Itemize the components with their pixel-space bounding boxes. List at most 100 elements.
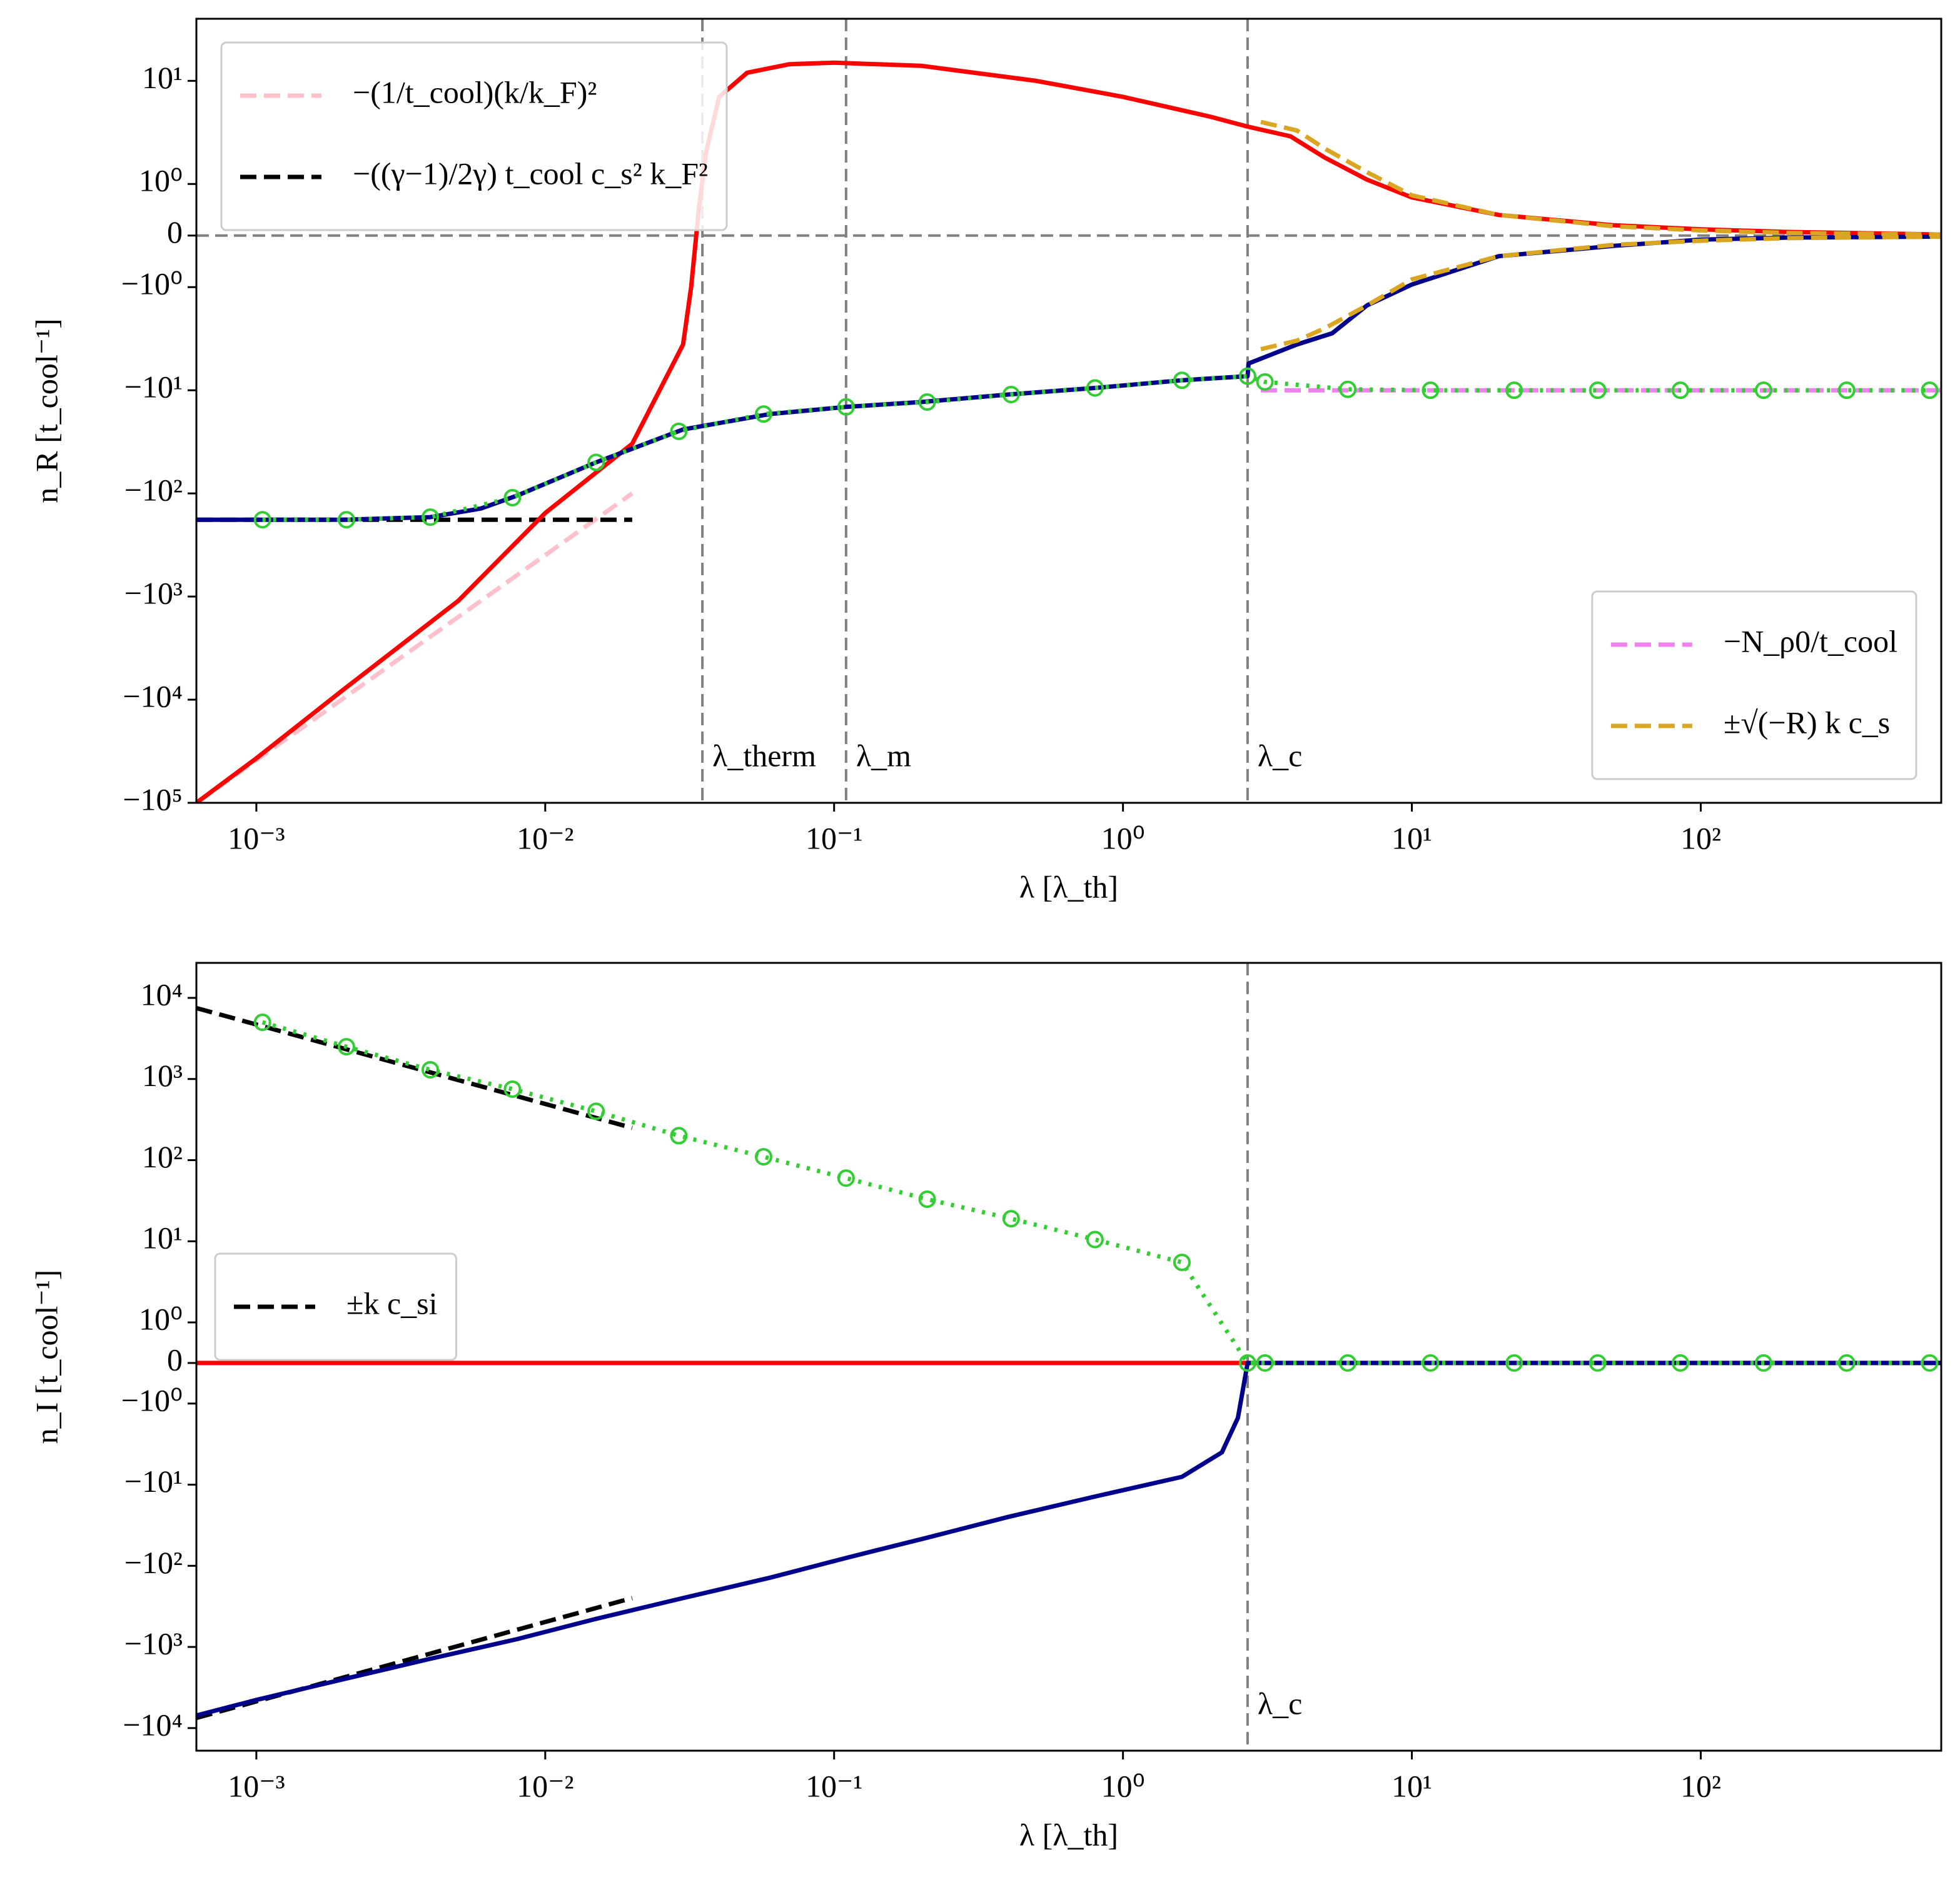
marker [1837, 381, 1856, 400]
y-tick-label: 0 [167, 1342, 183, 1377]
x-tick-label: 10¹ [1392, 1768, 1432, 1803]
marker [337, 511, 355, 529]
legend-label: −N_ρ0/t_cool [1724, 623, 1897, 658]
marker [1256, 1354, 1274, 1372]
x-tick-label: 10⁻³ [228, 820, 285, 855]
marker [1671, 381, 1689, 400]
v-line-label: λ_m [856, 738, 911, 773]
marker [421, 508, 439, 526]
x-tick-label: 10⁻¹ [806, 820, 862, 855]
x-tick-label: 10⁻² [517, 1768, 573, 1803]
y-tick-label: −10² [124, 1545, 183, 1580]
marker [1173, 371, 1191, 390]
marker [421, 1060, 439, 1079]
marker [1505, 1354, 1523, 1372]
y-tick-label: 10⁴ [141, 977, 183, 1012]
axes-frame [195, 962, 1942, 1752]
x-axis-label: λ [λ_th] [1019, 1817, 1118, 1852]
marker [1002, 1210, 1020, 1228]
y-tick-label: −10⁰ [121, 266, 183, 301]
marker [1422, 381, 1440, 400]
plot-area [196, 19, 1941, 803]
marker [1589, 1354, 1607, 1372]
marker [1589, 381, 1607, 400]
y-tick-label: −10³ [124, 1626, 183, 1661]
x-tick-label: 10¹ [1392, 820, 1432, 855]
y-tick-label: −10³ [124, 576, 183, 611]
series-line [196, 1361, 1941, 1718]
series-line [1260, 119, 1941, 237]
axes-frame [195, 18, 1942, 804]
marker [587, 1102, 605, 1120]
x-tick-label: 10⁻² [517, 820, 573, 855]
series-line [196, 1005, 633, 1130]
legend: ±k c_si [214, 1252, 457, 1361]
x-tick-label: 10² [1680, 820, 1721, 855]
y-tick-label: 10¹ [142, 1220, 183, 1255]
marker [1671, 1354, 1689, 1372]
marker [587, 453, 605, 471]
series-line [262, 374, 1930, 522]
legend-label: −((γ−1)/2γ) t_cool c_s² k_F² [353, 156, 708, 191]
plot-area [196, 963, 1941, 1751]
series-line [196, 491, 634, 803]
marker [918, 1190, 936, 1208]
y-axis-label: n_R [t_cool⁻¹] [29, 318, 64, 503]
x-tick-label: 10⁰ [1101, 820, 1145, 855]
marker [503, 488, 522, 506]
marker [503, 1080, 522, 1098]
marker [1837, 1354, 1856, 1372]
marker [670, 1127, 688, 1145]
marker [1921, 1354, 1939, 1372]
legend-frame [214, 1252, 457, 1361]
marker [837, 398, 855, 416]
legend: −(1/t_cool)(k/k_F)² −((γ−1)/2γ) t_cool c_… [220, 41, 728, 231]
v-line-label: λ_c [1258, 738, 1302, 773]
marker [754, 1148, 772, 1166]
marker [670, 422, 688, 440]
legend-label: −(1/t_cool)(k/k_F)² [353, 74, 597, 109]
y-tick-label: −10¹ [124, 1464, 183, 1499]
marker [1754, 1354, 1772, 1372]
y-tick-label: −10⁴ [123, 1707, 183, 1742]
y-axis-label: n_I [t_cool⁻¹] [29, 1270, 64, 1444]
marker [1921, 381, 1939, 400]
y-tick-label: −10⁵ [123, 782, 183, 817]
y-tick-label: 10³ [142, 1058, 183, 1093]
marker [1002, 386, 1020, 404]
y-tick-label: −10⁰ [121, 1382, 183, 1417]
y-tick-label: 10⁰ [139, 1301, 183, 1336]
v-line-label: λ_therm [712, 738, 816, 773]
y-tick-label: 0 [167, 214, 183, 249]
x-tick-label: 10⁰ [1101, 1768, 1145, 1803]
y-tick-label: −10¹ [124, 370, 183, 405]
marker [1754, 381, 1772, 400]
marker [1173, 1253, 1191, 1271]
marker [1086, 1230, 1104, 1249]
marker [1339, 380, 1357, 398]
y-tick-label: 10⁰ [139, 163, 183, 198]
marker [1505, 381, 1523, 400]
y-tick-label: −10⁴ [123, 679, 183, 714]
y-tick-label: 10² [142, 1139, 183, 1174]
legend-frame [220, 41, 728, 231]
x-tick-label: 10² [1680, 1768, 1721, 1803]
legend: −N_ρ0/t_cool ±√(−R) k c_s [1591, 590, 1917, 780]
x-tick-label: 10⁻¹ [806, 1768, 862, 1803]
series-line [1260, 234, 1941, 351]
marker [1238, 1354, 1256, 1372]
legend-label: ±√(−R) k c_s [1724, 705, 1890, 740]
legend-frame [1591, 590, 1917, 780]
y-tick-label: 10¹ [142, 60, 183, 95]
marker [754, 405, 772, 423]
series-line [196, 234, 1941, 522]
series-line [261, 1020, 1930, 1366]
v-line-label: λ_c [1258, 1686, 1302, 1721]
marker [918, 393, 936, 411]
marker [837, 1169, 855, 1187]
marker [1086, 379, 1104, 397]
marker [1238, 367, 1256, 385]
marker [1256, 373, 1274, 391]
marker [1339, 1354, 1357, 1372]
